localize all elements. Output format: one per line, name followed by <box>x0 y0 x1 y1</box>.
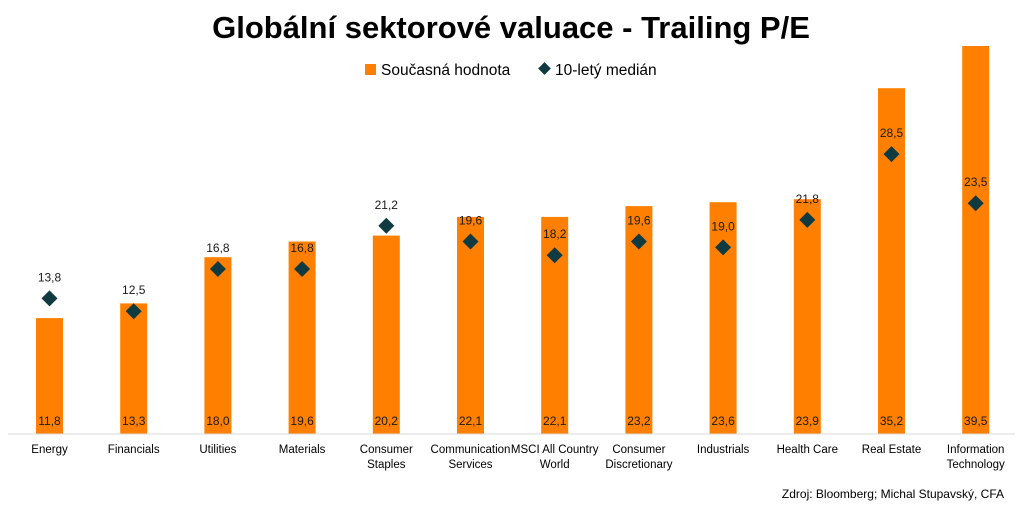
bar-value-label: 39,5 <box>964 414 988 428</box>
bar-value-label: 23,2 <box>627 414 651 428</box>
bar <box>709 202 737 434</box>
median-marker <box>294 261 311 277</box>
legend-swatch-current <box>365 64 376 75</box>
median-marker <box>799 211 816 228</box>
bar-value-label: 23,9 <box>796 414 820 428</box>
median-marker <box>41 290 58 307</box>
bar-value-label: 23,6 <box>711 414 735 428</box>
legend-label-median: 10-letý medián <box>555 62 657 79</box>
median-value-label: 16,8 <box>206 241 230 255</box>
bar-value-label: 11,8 <box>38 414 61 428</box>
category-label: Materials <box>279 444 326 456</box>
category-label: Health Care <box>777 444 838 456</box>
bar-value-label: 18,0 <box>206 414 230 428</box>
median-marker <box>462 233 479 250</box>
median-value-label: 19,0 <box>711 219 735 233</box>
median-value-label: 21,2 <box>375 198 399 212</box>
bar-value-label: 22,1 <box>459 414 483 428</box>
category-label: Consumer Staples <box>360 444 413 471</box>
median-marker <box>209 261 226 277</box>
category-label: Utilities <box>199 444 236 456</box>
legend-swatch-median <box>538 62 551 75</box>
bar-value-label: 35,2 <box>880 414 904 428</box>
median-value-label: 16,8 <box>290 241 314 255</box>
median-marker <box>967 195 984 212</box>
bar-value-label: 19,6 <box>290 414 314 428</box>
median-value-label: 21,8 <box>796 192 820 206</box>
category-label: Information Technology <box>947 444 1005 471</box>
chart-legend: Současná hodnota 10-letý medián <box>365 62 657 79</box>
bar <box>878 88 905 434</box>
median-marker <box>546 247 563 264</box>
median-value-label: 19,6 <box>459 214 483 228</box>
bar-value-label: 20,2 <box>375 414 399 428</box>
legend-label-current: Současná hodnota <box>381 62 511 79</box>
category-label: Industrials <box>697 444 750 456</box>
median-marker <box>630 233 647 250</box>
bar <box>962 46 990 434</box>
median-value-label: 19,6 <box>627 214 651 228</box>
bar <box>793 199 821 434</box>
bar <box>36 318 63 434</box>
category-label: Real Estate <box>862 444 921 456</box>
source-note: Zdroj: Bloomberg; Michal Stupavský, CFA <box>782 487 1004 501</box>
median-value-label: 28,5 <box>880 126 904 140</box>
median-marker <box>715 239 732 256</box>
bar-value-label: 13,3 <box>122 414 146 428</box>
bar-value-label: 22,1 <box>543 414 567 428</box>
median-marker <box>883 146 900 163</box>
bar <box>204 257 232 434</box>
category-label: Financials <box>108 444 160 456</box>
bar <box>120 303 148 434</box>
plot-area: 11,8 13,8 13,3 12,5 18,0 16,8 19,6 16,8 20,2 21,2… <box>36 46 990 434</box>
median-marker <box>125 303 142 320</box>
category-label: Consumer Discretionary <box>605 444 672 471</box>
median-value-label: 23,5 <box>964 175 988 189</box>
median-marker <box>378 217 395 234</box>
median-value-label: 18,2 <box>543 227 567 241</box>
bar <box>372 235 400 434</box>
median-value-label: 12,5 <box>122 283 146 297</box>
category-label: Energy <box>31 444 68 456</box>
chart-title: Globální sektorové valuace - Trailing P/… <box>212 10 810 45</box>
x-axis-labels: Energy Financials Utilities Materials Consum… <box>31 444 1005 471</box>
category-label: MSCI All Country World <box>511 444 599 471</box>
category-label: Communication Services <box>431 444 511 471</box>
bar <box>457 216 484 434</box>
median-value-label: 13,8 <box>38 270 62 284</box>
